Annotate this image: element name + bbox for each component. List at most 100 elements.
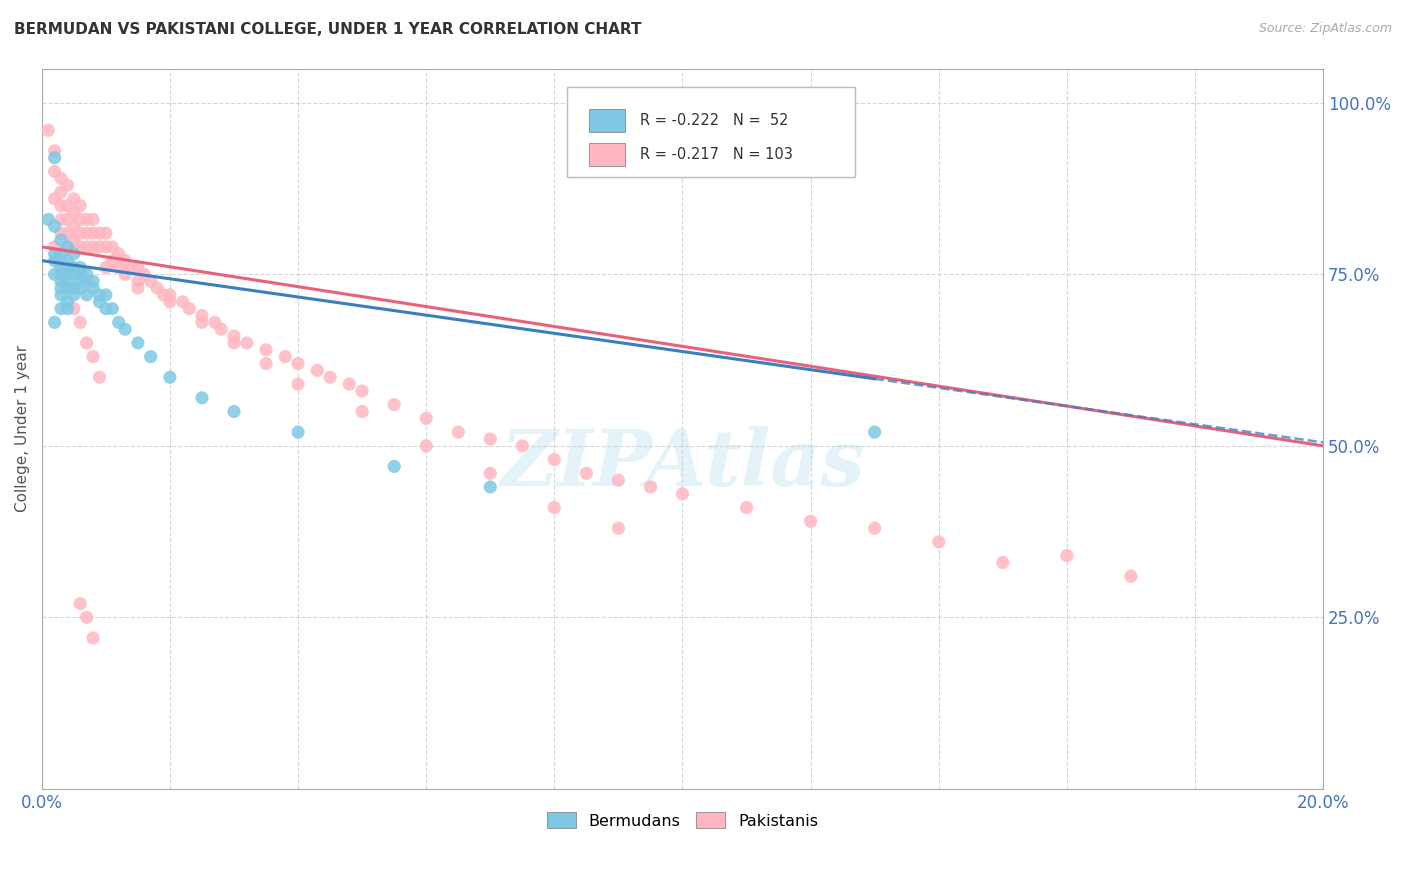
Point	[49, 301, 72, 316]
Point	[76, 226, 98, 240]
Point	[352, 404, 374, 418]
Point	[44, 164, 66, 178]
Point	[49, 233, 72, 247]
Point	[236, 335, 259, 350]
Point	[76, 240, 98, 254]
Point	[82, 226, 104, 240]
Point	[82, 281, 104, 295]
Point	[479, 467, 502, 481]
Point	[56, 274, 79, 288]
Point	[607, 473, 630, 487]
Point	[191, 391, 214, 405]
Point	[56, 240, 79, 254]
Point	[159, 294, 181, 309]
Point	[287, 425, 309, 439]
Point	[63, 205, 86, 219]
Point	[159, 288, 181, 302]
Point	[56, 301, 79, 316]
Legend: Bermudans, Pakistanis: Bermudans, Pakistanis	[541, 806, 824, 835]
FancyBboxPatch shape	[567, 87, 855, 177]
Point	[152, 288, 174, 302]
Text: R = -0.217   N = 103: R = -0.217 N = 103	[640, 147, 793, 162]
Point	[82, 212, 104, 227]
Point	[76, 268, 98, 282]
Point	[82, 350, 104, 364]
Point	[254, 343, 277, 357]
Point	[56, 294, 79, 309]
Point	[44, 144, 66, 158]
Point	[479, 480, 502, 494]
Text: R = -0.222   N =  52: R = -0.222 N = 52	[640, 113, 789, 128]
Point	[56, 268, 79, 282]
Point	[49, 281, 72, 295]
Point	[928, 535, 950, 549]
Point	[222, 404, 245, 418]
Point	[56, 253, 79, 268]
Point	[56, 281, 79, 295]
Point	[307, 363, 329, 377]
Point	[69, 597, 91, 611]
Point	[56, 281, 79, 295]
Point	[69, 281, 91, 295]
Point	[575, 467, 598, 481]
Point	[89, 226, 111, 240]
Point	[139, 274, 162, 288]
Point	[63, 233, 86, 247]
Point	[287, 377, 309, 392]
Point	[159, 370, 181, 384]
Point	[44, 240, 66, 254]
Point	[863, 521, 886, 535]
Point	[94, 288, 117, 302]
Point	[76, 288, 98, 302]
Point	[146, 281, 169, 295]
Point	[82, 240, 104, 254]
Point	[139, 350, 162, 364]
Point	[352, 384, 374, 398]
Point	[44, 192, 66, 206]
Point	[44, 151, 66, 165]
Point	[76, 335, 98, 350]
Point	[56, 212, 79, 227]
Point	[37, 123, 59, 137]
Point	[101, 253, 124, 268]
Point	[94, 226, 117, 240]
Point	[191, 315, 214, 329]
Point	[49, 185, 72, 199]
Point	[127, 335, 149, 350]
Point	[63, 281, 86, 295]
Point	[63, 301, 86, 316]
Point	[69, 315, 91, 329]
Point	[69, 268, 91, 282]
Point	[49, 246, 72, 260]
Point	[127, 274, 149, 288]
Point	[56, 226, 79, 240]
Point	[319, 370, 342, 384]
Point	[543, 452, 565, 467]
Point	[640, 480, 662, 494]
Point	[107, 260, 129, 275]
FancyBboxPatch shape	[589, 144, 624, 167]
Point	[82, 631, 104, 645]
Point	[107, 315, 129, 329]
Point	[49, 199, 72, 213]
Point	[204, 315, 226, 329]
Point	[89, 294, 111, 309]
Point	[49, 268, 72, 282]
Point	[69, 212, 91, 227]
Point	[76, 212, 98, 227]
Point	[94, 240, 117, 254]
Point	[44, 253, 66, 268]
Point	[44, 246, 66, 260]
Point	[134, 268, 156, 282]
Point	[44, 219, 66, 234]
Point	[127, 260, 149, 275]
Point	[63, 192, 86, 206]
Text: Source: ZipAtlas.com: Source: ZipAtlas.com	[1258, 22, 1392, 36]
Point	[44, 268, 66, 282]
Point	[94, 260, 117, 275]
Point	[63, 246, 86, 260]
Point	[101, 301, 124, 316]
Point	[63, 288, 86, 302]
Point	[56, 260, 79, 275]
Point	[49, 260, 72, 275]
